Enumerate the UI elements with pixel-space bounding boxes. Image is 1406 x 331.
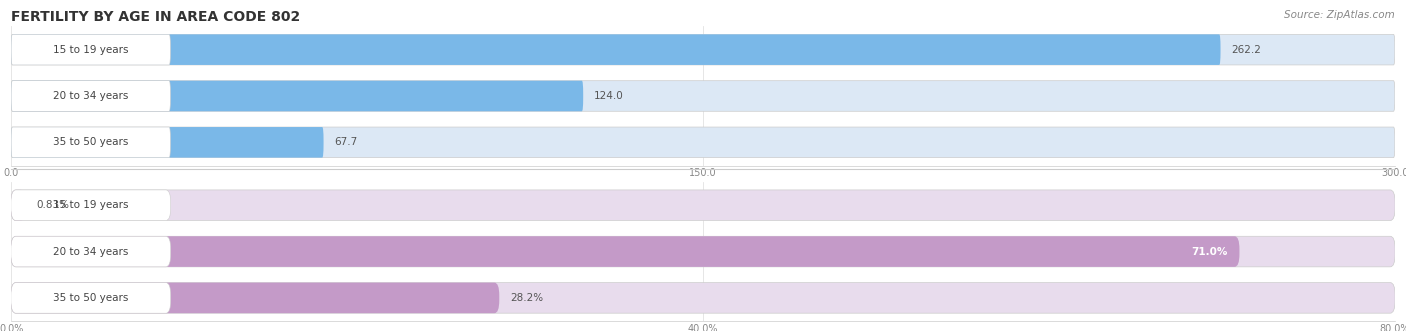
Text: 15 to 19 years: 15 to 19 years <box>53 200 128 210</box>
FancyBboxPatch shape <box>11 236 1240 267</box>
Text: 71.0%: 71.0% <box>1192 247 1227 257</box>
FancyBboxPatch shape <box>11 81 170 111</box>
FancyBboxPatch shape <box>11 236 1395 267</box>
FancyBboxPatch shape <box>11 34 1395 65</box>
Text: Source: ZipAtlas.com: Source: ZipAtlas.com <box>1284 10 1395 20</box>
Text: FERTILITY BY AGE IN AREA CODE 802: FERTILITY BY AGE IN AREA CODE 802 <box>11 10 301 24</box>
Text: 35 to 50 years: 35 to 50 years <box>53 293 128 303</box>
FancyBboxPatch shape <box>11 283 499 313</box>
FancyBboxPatch shape <box>11 34 170 65</box>
Text: 20 to 34 years: 20 to 34 years <box>53 91 128 101</box>
FancyBboxPatch shape <box>11 81 1395 111</box>
FancyBboxPatch shape <box>11 283 1395 313</box>
FancyBboxPatch shape <box>11 190 25 220</box>
Text: 35 to 50 years: 35 to 50 years <box>53 137 128 147</box>
FancyBboxPatch shape <box>11 283 170 313</box>
FancyBboxPatch shape <box>11 190 170 220</box>
FancyBboxPatch shape <box>11 127 323 158</box>
FancyBboxPatch shape <box>11 127 170 158</box>
Text: 124.0: 124.0 <box>595 91 624 101</box>
FancyBboxPatch shape <box>11 190 1395 220</box>
Text: 0.83%: 0.83% <box>37 200 70 210</box>
Text: 28.2%: 28.2% <box>510 293 543 303</box>
FancyBboxPatch shape <box>11 81 583 111</box>
FancyBboxPatch shape <box>11 127 1395 158</box>
Text: 67.7: 67.7 <box>335 137 357 147</box>
Text: 20 to 34 years: 20 to 34 years <box>53 247 128 257</box>
Text: 262.2: 262.2 <box>1232 45 1261 55</box>
FancyBboxPatch shape <box>11 236 170 267</box>
FancyBboxPatch shape <box>11 34 1220 65</box>
Text: 15 to 19 years: 15 to 19 years <box>53 45 128 55</box>
